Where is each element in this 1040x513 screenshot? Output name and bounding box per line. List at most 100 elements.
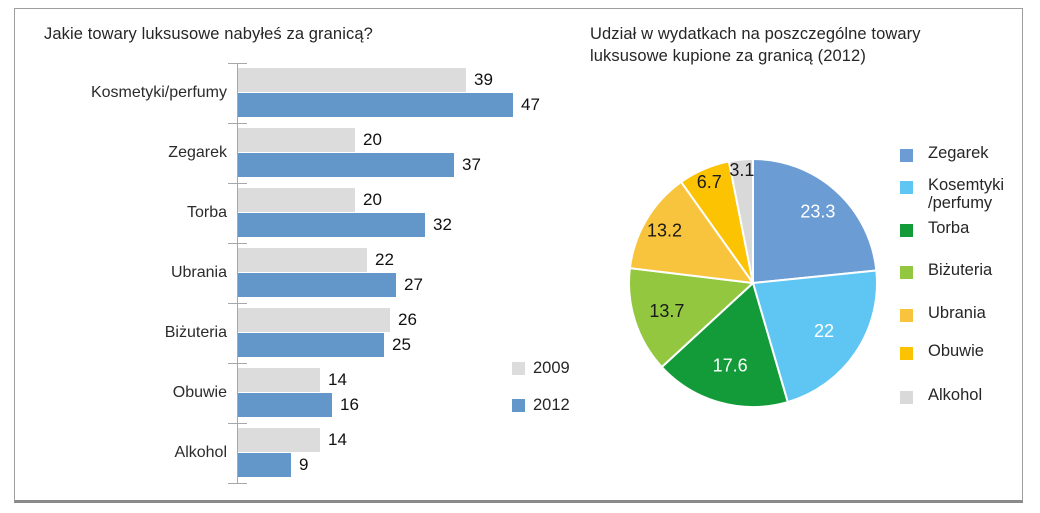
bar-value-label: 27 (404, 275, 423, 294)
bar-axis-tick (228, 123, 247, 124)
bar-value-label: 16 (340, 395, 359, 414)
bar-axis-tick (228, 243, 247, 244)
bar-legend-label-2009: 2009 (533, 359, 570, 377)
bar-category-label: Biżuteria (164, 324, 227, 341)
bar-axis-tick (228, 423, 247, 424)
bar-chart-title: Jakie towary luksusowe nabyłeś za granic… (44, 25, 373, 43)
bar-2009-1 (238, 128, 355, 152)
pie-legend-label-line: Biżuteria (928, 261, 993, 279)
pie-legend-label-line: Zegarek (928, 144, 989, 162)
bar-2012-1 (238, 153, 454, 177)
pie-legend-item-2: Torba (900, 220, 969, 238)
bar-value-label: 39 (474, 70, 493, 89)
pie-slice-value-0: 23.3 (800, 202, 835, 222)
bar-axis-tick (228, 303, 247, 304)
bar-value-label: 9 (299, 455, 309, 474)
pie-slice-value-5: 6.7 (697, 172, 722, 192)
bar-value-label: 14 (328, 430, 347, 449)
bar-chart: Kosmetyki/perfumy 39 47 Zegarek 20 37 Torba 20 3… (15, 9, 1022, 500)
pie-legend-label-line: /perfumy (928, 194, 993, 212)
pie-chart-title: Udział w wydatkach na poszczególne towar… (590, 23, 1030, 67)
pie-chart-title-line-1: Udział w wydatkach na poszczególne towar… (590, 25, 921, 43)
bar-2009-6 (238, 428, 320, 452)
bar-2012-0 (238, 93, 513, 117)
bar-legend-item-2009: 2009 (512, 358, 570, 379)
pie-slice-6 (727, 157, 754, 284)
pie-legend-label-line: Kosemtyki (928, 176, 1005, 194)
pie-legend-label-5: Obuwie (928, 343, 984, 361)
pie-legend-item-3: Biżuteria (900, 262, 992, 280)
bar-legend-swatch-2012 (512, 399, 525, 412)
chart-panel: Jakie towary luksusowe nabyłeś za granic… (14, 8, 1023, 503)
bar-category-label: Obuwie (172, 384, 227, 401)
bar-axis-tick (228, 483, 247, 484)
bar-category-label: Torba (186, 204, 227, 221)
bar-axis-tick (228, 183, 247, 184)
pie-legend-swatch-1 (900, 181, 913, 194)
pie-legend-swatch-6 (900, 391, 913, 404)
pie-legend-item-4: Ubrania (900, 305, 986, 323)
pie-legend-item-0: Zegarek (900, 145, 989, 163)
bar-category-label: Zegarek (168, 144, 227, 161)
pie-legend-label-line: Torba (928, 219, 970, 237)
pie-legend-label-3: Biżuteria (928, 262, 992, 280)
bar-value-label: 37 (462, 155, 481, 174)
bar-category-label: Alkohol (174, 444, 227, 461)
bar-value-label: 25 (392, 335, 411, 354)
pie-slice-value-3: 13.7 (649, 301, 684, 321)
bar-axis (237, 63, 238, 484)
pie-legend-item-6: Alkohol (900, 387, 982, 405)
pie-legend-label-line: Alkohol (928, 386, 983, 404)
bar-2012-2 (238, 213, 425, 237)
pie-legend-item-5: Obuwie (900, 343, 984, 361)
bar-legend-label-2012: 2012 (533, 396, 570, 414)
pie-legend-swatch-0 (900, 149, 913, 162)
pie-legend-label-line: Ubrania (928, 304, 986, 322)
bar-2009-0 (238, 68, 466, 92)
bar-axis-tick (228, 363, 247, 364)
pie-chart-title-line-2: luksusowe kupione za granicą (2012) (590, 47, 866, 65)
pie-legend-label-2: Torba (928, 220, 969, 238)
pie-slice-value-6: 3.1 (729, 160, 754, 180)
pie-slice-2 (660, 282, 789, 408)
bar-2009-4 (238, 308, 390, 332)
bar-value-label: 20 (363, 190, 382, 209)
bar-category-label: Ubrania (170, 264, 227, 281)
pie-slice-4 (628, 180, 754, 284)
pie-legend-swatch-2 (900, 224, 913, 237)
pie-slice-value-1: 22 (814, 321, 834, 341)
bar-category-label: Kosmetyki/perfumy (90, 84, 227, 101)
bar-value-label: 26 (398, 310, 417, 329)
bar-value-label: 14 (328, 370, 347, 389)
pie-legend-item-1: Kosemtyki/perfumy (900, 177, 1004, 213)
pie-legend-label-4: Ubrania (928, 305, 986, 323)
pie-legend-label-1: Kosemtyki/perfumy (928, 177, 1004, 213)
bar-value-label: 47 (521, 95, 540, 114)
pie-slice-1 (752, 269, 878, 404)
bar-2012-6 (238, 453, 291, 477)
pie-slice-value-2: 17.6 (713, 356, 748, 376)
pie-legend-swatch-4 (900, 309, 913, 322)
bar-value-label: 22 (375, 250, 394, 269)
bar-value-label: 32 (433, 215, 452, 234)
bar-2009-2 (238, 188, 355, 212)
pie-slice-0 (752, 158, 878, 284)
pie-legend-label-0: Zegarek (928, 145, 989, 163)
bar-2012-3 (238, 273, 396, 297)
bar-axis-tick (228, 63, 247, 64)
pie-legend-swatch-3 (900, 266, 913, 279)
pie-legend-label-6: Alkohol (928, 387, 982, 405)
bar-legend-item-2012: 2012 (512, 395, 570, 416)
bar-legend-swatch-2009 (512, 362, 525, 375)
bar-2009-5 (238, 368, 320, 392)
pie-slice-3 (628, 267, 754, 369)
bar-2012-4 (238, 333, 384, 357)
pie-legend-label-line: Obuwie (928, 342, 984, 360)
pie-legend-swatch-5 (900, 347, 913, 360)
pie-slice-value-4: 13.2 (647, 221, 682, 241)
bar-2012-5 (238, 393, 332, 417)
pie-chart: 23.3 22 17.6 13.7 13.2 6.7 3.1 (628, 157, 878, 408)
bar-value-label: 20 (363, 130, 382, 149)
bar-2009-3 (238, 248, 367, 272)
